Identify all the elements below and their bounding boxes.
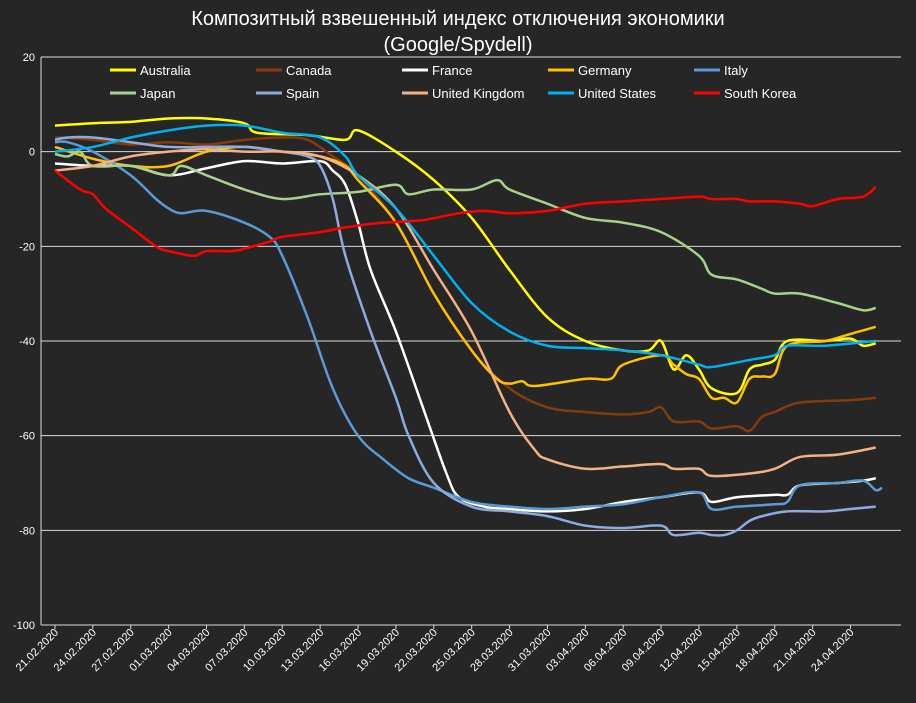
y-tick-label: -100: [13, 620, 35, 632]
chart-title: Композитный взвешенный индекс отключения…: [191, 8, 724, 30]
y-axis: 20 0 -20 -40 -60 -80 -100: [13, 52, 35, 632]
y-tick-label: -80: [19, 525, 35, 537]
x-axis: 21.02.202024.02.202027.02.202001.03.2020…: [14, 625, 857, 674]
series-line-united-kingdom: [54, 148, 876, 478]
legend-label: Japan: [140, 86, 175, 101]
gridlines: [40, 56, 901, 626]
legend-label: United States: [578, 86, 657, 101]
series-line-canada: [54, 136, 876, 433]
legend-label: Spain: [286, 86, 319, 101]
legend-label: South Korea: [724, 86, 797, 101]
y-tick-label: -40: [19, 336, 35, 348]
y-tick-label: 0: [29, 147, 35, 159]
y-tick-label: 20: [23, 52, 35, 64]
y-tick-label: -20: [19, 241, 35, 253]
legend-label: Italy: [724, 63, 748, 78]
series-line-italy: [54, 140, 883, 512]
legend: Australia Canada France Germany Italy Japan Sp…: [110, 63, 797, 101]
series-line-japan: [54, 150, 877, 312]
legend-label: Germany: [578, 63, 632, 78]
chart-subtitle: (Google/Spydell): [384, 34, 533, 56]
series-lines: [54, 116, 883, 537]
legend-label: Canada: [286, 63, 332, 78]
series-line-united-states: [54, 123, 876, 369]
series-line-south-korea: [54, 169, 877, 258]
y-tick-label: -60: [19, 431, 35, 443]
legend-label: Australia: [140, 63, 191, 78]
series-line-australia: [54, 116, 877, 396]
legend-label: United Kingdom: [432, 86, 525, 101]
series-line-spain: [54, 135, 876, 537]
legend-label: France: [432, 63, 472, 78]
